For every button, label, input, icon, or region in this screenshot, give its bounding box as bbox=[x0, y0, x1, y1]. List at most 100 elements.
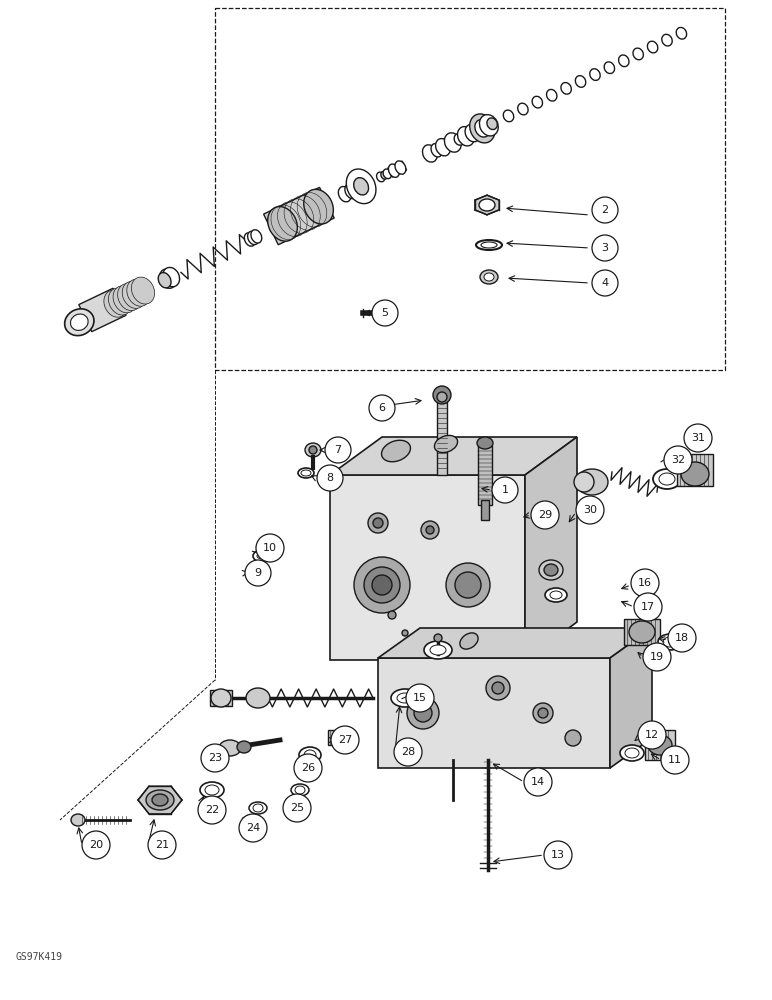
Ellipse shape bbox=[407, 697, 439, 729]
Ellipse shape bbox=[397, 693, 413, 703]
Polygon shape bbox=[475, 195, 499, 215]
Ellipse shape bbox=[484, 273, 494, 281]
Ellipse shape bbox=[469, 114, 495, 143]
Ellipse shape bbox=[70, 314, 88, 330]
Ellipse shape bbox=[481, 242, 497, 248]
Ellipse shape bbox=[348, 182, 361, 197]
Text: 24: 24 bbox=[245, 823, 260, 833]
Circle shape bbox=[372, 300, 398, 326]
Circle shape bbox=[148, 831, 176, 859]
Ellipse shape bbox=[205, 785, 219, 795]
Ellipse shape bbox=[590, 69, 600, 80]
Text: 2: 2 bbox=[601, 205, 608, 215]
Ellipse shape bbox=[309, 446, 317, 454]
Ellipse shape bbox=[249, 802, 267, 814]
Ellipse shape bbox=[122, 281, 145, 308]
Circle shape bbox=[661, 746, 689, 774]
Ellipse shape bbox=[246, 688, 270, 708]
Ellipse shape bbox=[127, 279, 150, 306]
Circle shape bbox=[331, 726, 359, 754]
Text: 5: 5 bbox=[381, 308, 388, 318]
Circle shape bbox=[684, 424, 712, 452]
Ellipse shape bbox=[303, 189, 334, 224]
Text: 30: 30 bbox=[583, 505, 597, 515]
Ellipse shape bbox=[437, 392, 447, 402]
Circle shape bbox=[544, 841, 572, 869]
Text: 21: 21 bbox=[155, 840, 169, 850]
Ellipse shape bbox=[368, 513, 388, 533]
Ellipse shape bbox=[304, 750, 316, 760]
Circle shape bbox=[664, 446, 692, 474]
Ellipse shape bbox=[109, 288, 132, 315]
Ellipse shape bbox=[345, 183, 357, 199]
Ellipse shape bbox=[476, 240, 502, 250]
Ellipse shape bbox=[219, 740, 241, 756]
Polygon shape bbox=[330, 475, 525, 660]
Text: 9: 9 bbox=[255, 568, 262, 578]
Text: 12: 12 bbox=[645, 730, 659, 740]
Ellipse shape bbox=[338, 186, 351, 202]
Ellipse shape bbox=[422, 145, 437, 162]
Ellipse shape bbox=[424, 641, 452, 659]
Circle shape bbox=[369, 395, 395, 421]
Polygon shape bbox=[525, 437, 577, 660]
Ellipse shape bbox=[477, 437, 493, 449]
Ellipse shape bbox=[532, 96, 543, 108]
Circle shape bbox=[317, 465, 343, 491]
Ellipse shape bbox=[158, 273, 171, 288]
Ellipse shape bbox=[253, 804, 263, 812]
Ellipse shape bbox=[629, 621, 655, 643]
Ellipse shape bbox=[446, 563, 490, 607]
Ellipse shape bbox=[131, 277, 154, 304]
Ellipse shape bbox=[377, 172, 385, 182]
Ellipse shape bbox=[445, 133, 461, 152]
Ellipse shape bbox=[480, 270, 498, 284]
Ellipse shape bbox=[545, 588, 567, 602]
Ellipse shape bbox=[347, 169, 376, 204]
Bar bbox=[645, 730, 675, 760]
Ellipse shape bbox=[465, 124, 480, 142]
Ellipse shape bbox=[200, 782, 224, 798]
Text: 31: 31 bbox=[691, 433, 705, 443]
Text: 20: 20 bbox=[89, 840, 103, 850]
Ellipse shape bbox=[71, 814, 85, 826]
Text: 23: 23 bbox=[208, 753, 222, 763]
Bar bbox=[328, 730, 350, 745]
Bar bbox=[210, 690, 232, 706]
Ellipse shape bbox=[372, 575, 392, 595]
Ellipse shape bbox=[620, 745, 644, 761]
Ellipse shape bbox=[381, 440, 411, 462]
Circle shape bbox=[668, 624, 696, 652]
Ellipse shape bbox=[633, 48, 643, 60]
Circle shape bbox=[634, 593, 662, 621]
Ellipse shape bbox=[561, 83, 571, 94]
Text: 16: 16 bbox=[638, 578, 652, 588]
Text: 32: 32 bbox=[671, 455, 685, 465]
Ellipse shape bbox=[487, 118, 497, 130]
Circle shape bbox=[294, 754, 322, 782]
Ellipse shape bbox=[237, 741, 251, 753]
Ellipse shape bbox=[486, 676, 510, 700]
Circle shape bbox=[283, 794, 311, 822]
Circle shape bbox=[256, 534, 284, 562]
Ellipse shape bbox=[305, 443, 321, 457]
Ellipse shape bbox=[301, 470, 311, 476]
Text: 7: 7 bbox=[334, 445, 341, 455]
Ellipse shape bbox=[391, 689, 419, 707]
Ellipse shape bbox=[435, 139, 450, 156]
Ellipse shape bbox=[421, 521, 439, 539]
Ellipse shape bbox=[503, 110, 513, 122]
Polygon shape bbox=[108, 283, 143, 315]
Ellipse shape bbox=[575, 76, 586, 87]
Ellipse shape bbox=[381, 172, 388, 179]
Ellipse shape bbox=[479, 199, 495, 211]
Text: 13: 13 bbox=[551, 850, 565, 860]
Ellipse shape bbox=[435, 435, 458, 453]
Circle shape bbox=[245, 560, 271, 586]
Ellipse shape bbox=[455, 572, 481, 598]
Polygon shape bbox=[388, 161, 407, 177]
Ellipse shape bbox=[663, 637, 677, 647]
Bar bbox=[481, 500, 489, 520]
Ellipse shape bbox=[426, 526, 434, 534]
Ellipse shape bbox=[550, 591, 562, 599]
